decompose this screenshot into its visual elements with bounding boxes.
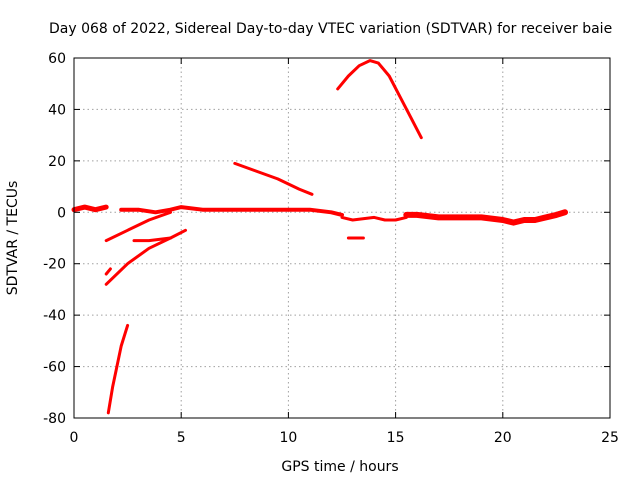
y-tick-label: -60 — [43, 360, 66, 376]
series-arc-1 — [71, 204, 109, 213]
plot-frame — [73, 57, 611, 419]
series-arc-2 — [119, 205, 344, 217]
y-tick-label: 40 — [48, 102, 66, 118]
x-axis-label: GPS time / hours — [281, 459, 398, 475]
series-arc-11 — [336, 59, 423, 140]
axis-ticks: 0 5 10 15 20 25 -80 -60 -40 -20 0 20 40 60 — [43, 51, 619, 446]
series-arc-6 — [132, 236, 172, 243]
x-tick-label: 0 — [70, 430, 79, 446]
series-arc-3 — [340, 215, 408, 222]
x-tick-label: 20 — [494, 430, 512, 446]
chart-title: Day 068 of 2022, Sidereal Day-to-day VTE… — [49, 21, 612, 37]
data-series — [71, 59, 568, 415]
series-arc-8 — [104, 267, 112, 276]
grid-lines — [74, 58, 610, 418]
y-axis-label: SDTVAR / TECUs — [5, 181, 21, 296]
x-tick-label: 5 — [177, 430, 186, 446]
y-tick-label: -80 — [43, 411, 66, 427]
series-arc-4 — [403, 209, 568, 226]
y-tick-label: -20 — [43, 257, 66, 273]
x-tick-label: 15 — [387, 430, 405, 446]
series-arc-7 — [104, 228, 187, 286]
y-tick-label: -40 — [43, 308, 66, 324]
x-tick-label: 25 — [601, 430, 619, 446]
series-arc-5 — [104, 210, 172, 243]
series-arc-9 — [106, 323, 130, 415]
x-tick-label: 10 — [279, 430, 297, 446]
y-tick-label: 60 — [48, 51, 66, 67]
y-tick-label: 20 — [48, 154, 66, 170]
y-tick-label: 0 — [57, 205, 66, 221]
series-arc-10 — [233, 161, 314, 196]
